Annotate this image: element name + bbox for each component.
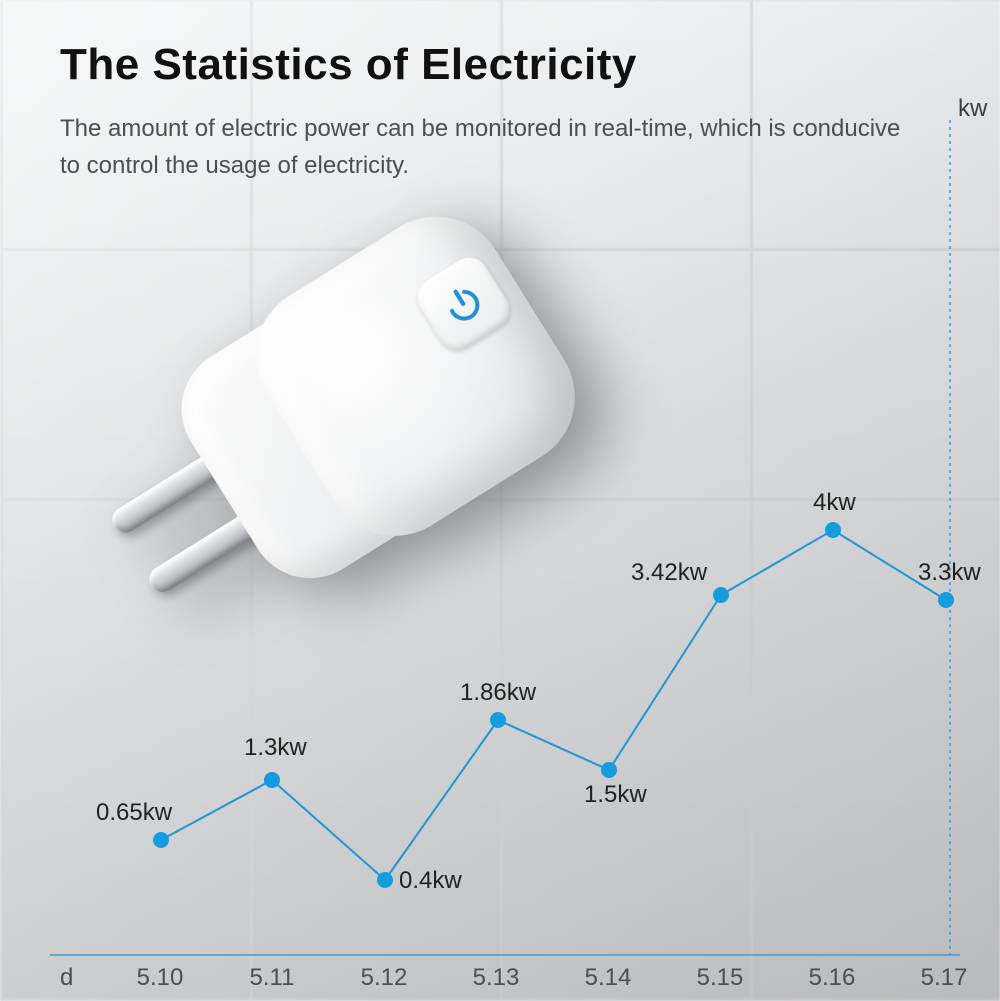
- y-axis-unit-label: kw: [958, 95, 987, 123]
- page-title: The Statistics of Electricity: [60, 40, 637, 90]
- power-icon: [436, 276, 491, 331]
